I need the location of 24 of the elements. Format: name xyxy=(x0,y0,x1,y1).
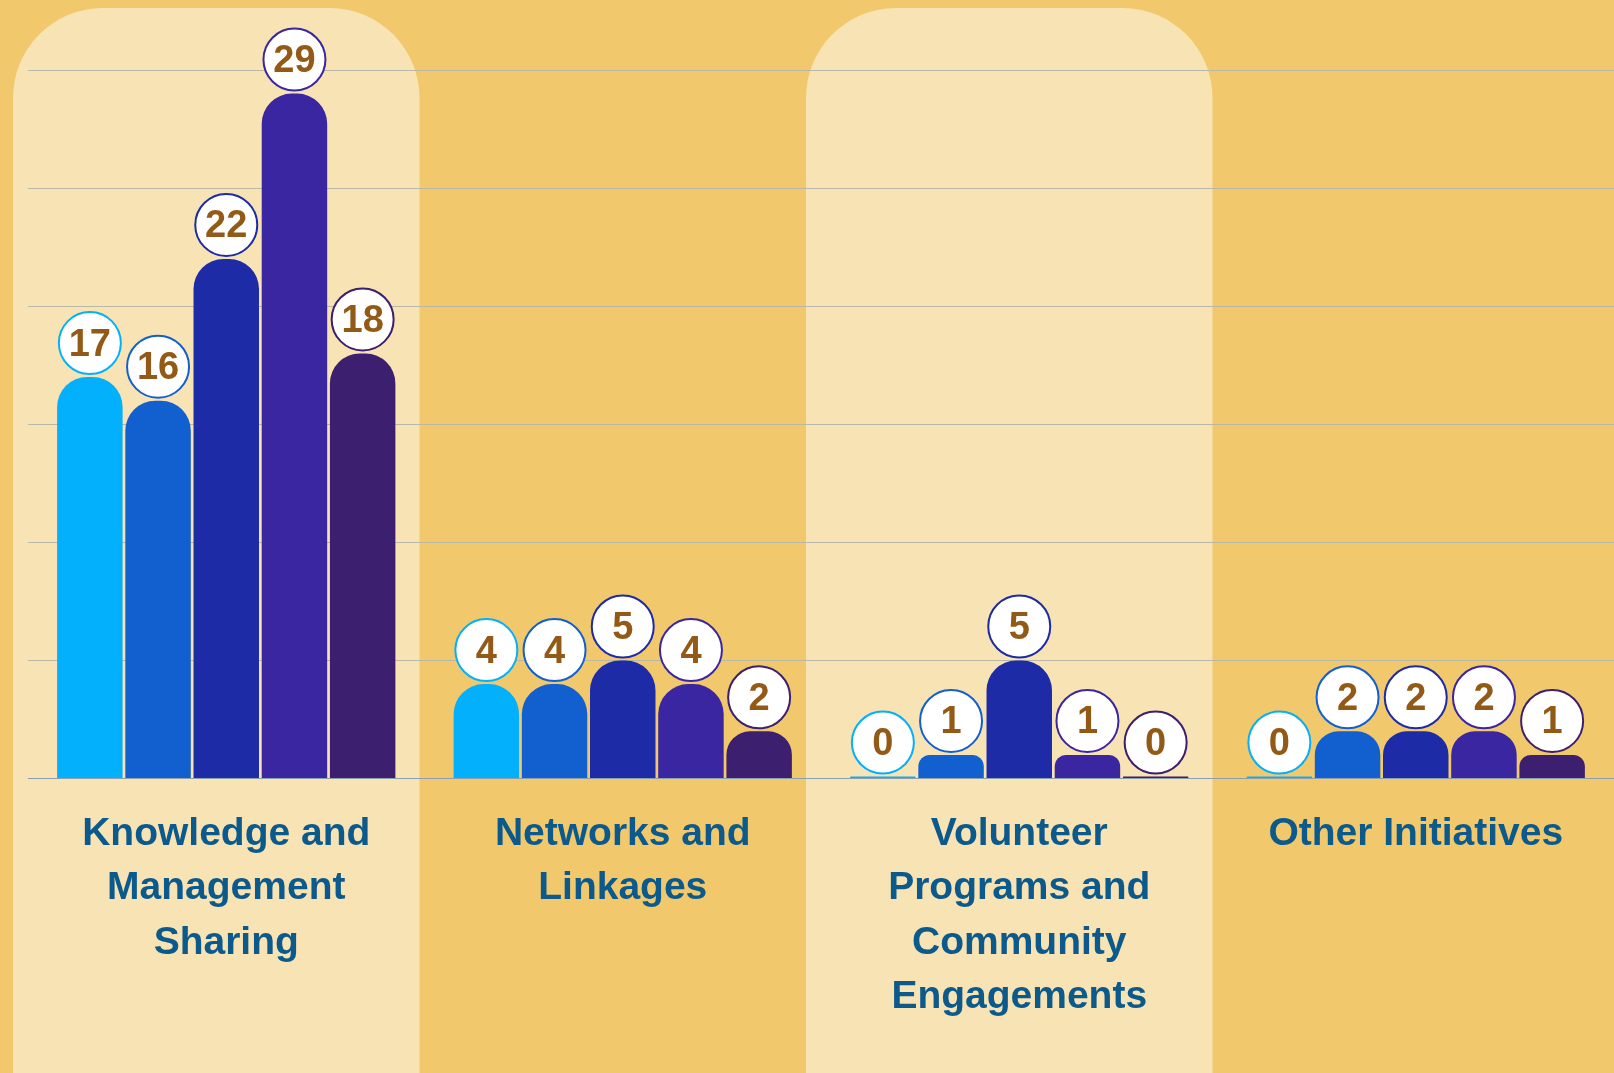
data-label: 4 xyxy=(680,628,702,671)
data-label: 17 xyxy=(68,321,111,364)
data-label: 0 xyxy=(1268,721,1290,764)
x-tick-label: Volunteer Programs and Community Engagements xyxy=(888,809,1151,1017)
data-label: 2 xyxy=(1336,675,1359,718)
data-label: 1 xyxy=(940,699,962,742)
data-label: 29 xyxy=(273,38,316,81)
data-label: 1 xyxy=(1076,699,1099,742)
data-label: 0 xyxy=(872,721,894,764)
data-label: 22 xyxy=(205,203,248,246)
x-tick-label: Networks and Linkages xyxy=(494,809,751,908)
x-tick-label: Knowledge and Management Sharing xyxy=(82,809,371,962)
data-label: 4 xyxy=(475,628,497,671)
x-tick-label: Other Initiatives xyxy=(1268,809,1564,853)
data-label: 0 xyxy=(1145,721,1167,764)
data-label: 18 xyxy=(341,297,384,340)
data-label: 5 xyxy=(612,604,634,647)
data-label: 2 xyxy=(1473,675,1495,718)
data-label: 16 xyxy=(136,345,180,388)
data-label: 5 xyxy=(1008,604,1030,647)
data-label: 4 xyxy=(543,628,566,671)
data-label: 2 xyxy=(1405,675,1427,718)
data-label: 2 xyxy=(748,675,770,718)
data-label: 1 xyxy=(1541,699,1563,742)
